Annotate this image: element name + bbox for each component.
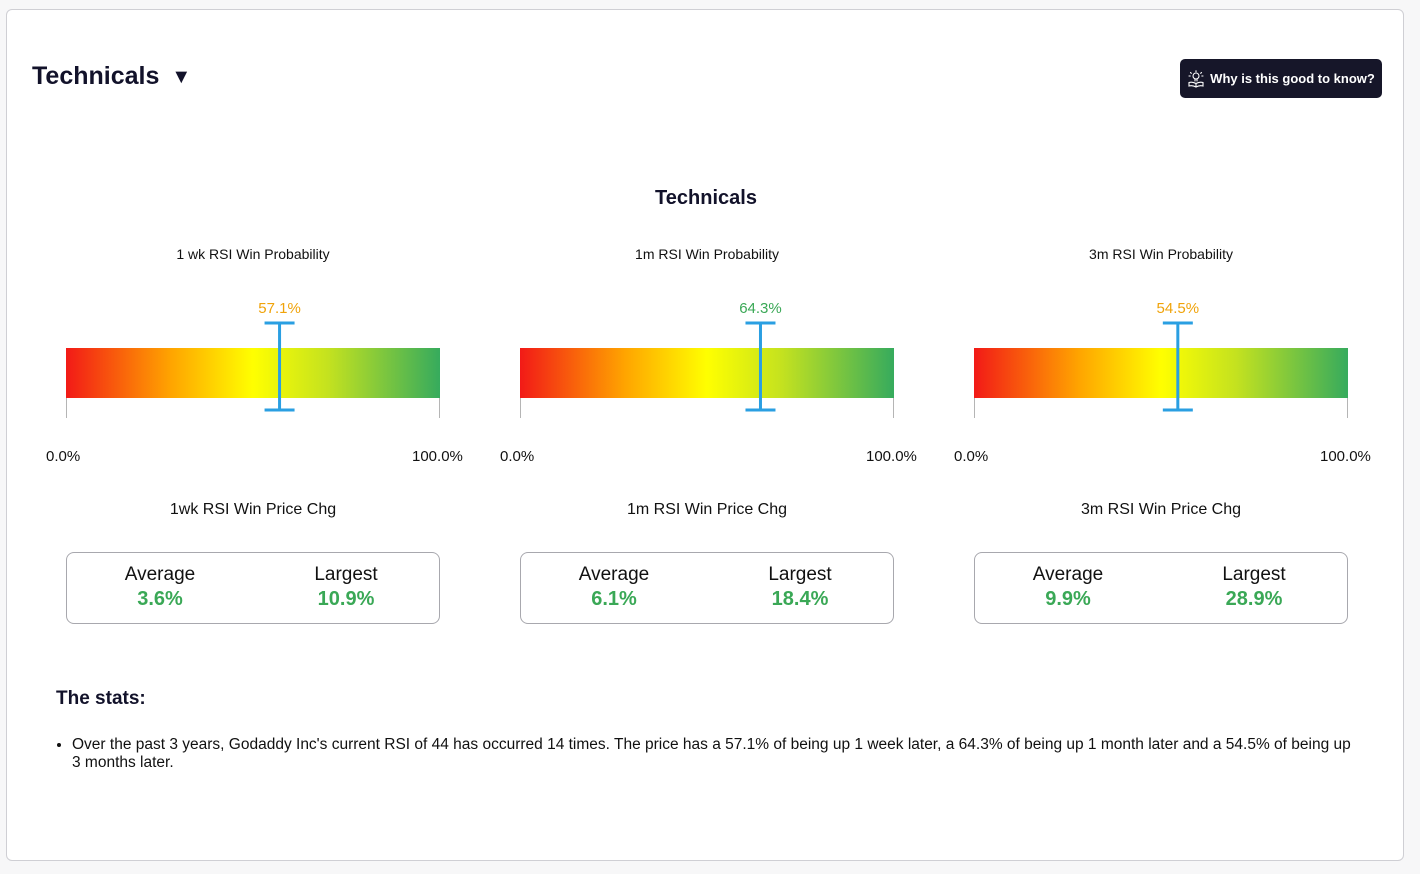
stats-item: Over the past 3 years, Godaddy Inc's cur… bbox=[72, 736, 1362, 772]
why-button-label: Why is this good to know? bbox=[1210, 71, 1375, 86]
panel-1m: 1m RSI Win Probability 64.3% 0.0% 100.0%… bbox=[500, 10, 917, 862]
largest-label: Largest bbox=[1222, 564, 1286, 585]
technicals-card: Technicals ▼ Why is this good to know? T… bbox=[6, 9, 1404, 861]
gauge-max-label: 100.0% bbox=[412, 448, 463, 465]
average-column: Average 3.6% bbox=[67, 553, 253, 623]
gauge-bar bbox=[974, 348, 1348, 398]
rsi-gauge-1wk: 57.1% bbox=[66, 300, 440, 418]
largest-value: 18.4% bbox=[771, 588, 829, 610]
largest-column: Largest 18.4% bbox=[707, 553, 893, 623]
panel-3m: 3m RSI Win Probability 54.5% 0.0% 100.0%… bbox=[954, 10, 1371, 862]
bulb-book-icon bbox=[1187, 69, 1205, 88]
average-value: 9.9% bbox=[1045, 588, 1091, 610]
average-label: Average bbox=[578, 564, 650, 585]
section-title: Technicals bbox=[32, 62, 160, 90]
panel-1wk: 1 wk RSI Win Probability 57.1% 0.0% 100.… bbox=[46, 10, 463, 862]
gauge-title: 1 wk RSI Win Probability bbox=[176, 246, 330, 262]
section-toggle[interactable]: Technicals ▼ bbox=[32, 62, 191, 91]
gauge-min-label: 0.0% bbox=[954, 448, 989, 465]
stats-list: Over the past 3 years, Godaddy Inc's cur… bbox=[54, 736, 1362, 772]
price-chg-box: Average 9.9% Largest 28.9% bbox=[974, 552, 1348, 624]
average-label: Average bbox=[124, 564, 196, 585]
average-value: 6.1% bbox=[591, 588, 637, 610]
largest-label: Largest bbox=[314, 564, 378, 585]
price-chg-title: 3m RSI Win Price Chg bbox=[1080, 501, 1242, 518]
gauge-value-label: 57.1% bbox=[258, 300, 301, 317]
gauge-min-label: 0.0% bbox=[500, 448, 535, 465]
gauge-value-label: 54.5% bbox=[1157, 300, 1200, 317]
average-label: Average bbox=[1032, 564, 1104, 585]
gauge-value-label: 64.3% bbox=[739, 300, 782, 317]
gauge-max-label: 100.0% bbox=[1320, 448, 1371, 465]
largest-label: Largest bbox=[768, 564, 832, 585]
rsi-gauge-1m: 64.3% bbox=[520, 300, 894, 418]
chart-title: Technicals bbox=[655, 187, 757, 209]
stats-heading: The stats: bbox=[56, 688, 146, 709]
gauge-bar bbox=[66, 348, 440, 398]
average-column: Average 9.9% bbox=[975, 553, 1161, 623]
price-chg-box: Average 3.6% Largest 10.9% bbox=[66, 552, 440, 624]
price-chg-title: 1m RSI Win Price Chg bbox=[626, 501, 788, 518]
gauge-title: 1m RSI Win Probability bbox=[635, 246, 779, 262]
gauge-min-label: 0.0% bbox=[46, 448, 81, 465]
why-good-to-know-button[interactable]: Why is this good to know? bbox=[1180, 59, 1382, 98]
gauge-title: 3m RSI Win Probability bbox=[1089, 246, 1233, 262]
caret-down-icon: ▼ bbox=[171, 65, 192, 88]
largest-value: 10.9% bbox=[317, 588, 375, 610]
price-chg-box: Average 6.1% Largest 18.4% bbox=[520, 552, 894, 624]
price-chg-title: 1wk RSI Win Price Chg bbox=[169, 501, 337, 518]
average-value: 3.6% bbox=[137, 588, 183, 610]
average-column: Average 6.1% bbox=[521, 553, 707, 623]
largest-column: Largest 10.9% bbox=[253, 553, 439, 623]
gauge-max-label: 100.0% bbox=[866, 448, 917, 465]
gauge-bar bbox=[520, 348, 894, 398]
largest-column: Largest 28.9% bbox=[1161, 553, 1347, 623]
rsi-gauge-3m: 54.5% bbox=[974, 300, 1348, 418]
largest-value: 28.9% bbox=[1225, 588, 1283, 610]
